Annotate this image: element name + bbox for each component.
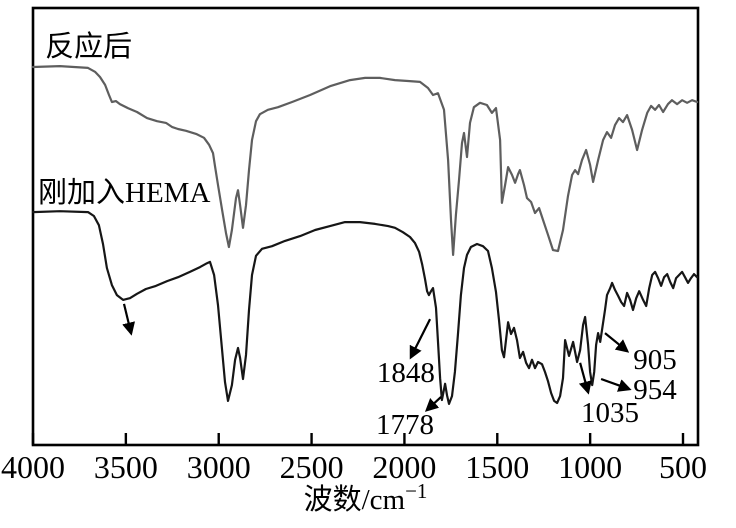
plot-root: 4000 3500 3000 2500 2000 1500 1000 500 波数/cm−1 反应… xyxy=(1,6,707,516)
x-axis-title: 波数/cm−1 xyxy=(304,479,428,516)
annotation-label-1778: 1778 xyxy=(376,409,434,441)
annotation-label-1035: 1035 xyxy=(581,397,639,429)
x-tick-label: 1000 xyxy=(558,449,622,485)
annotation-label-905: 905 xyxy=(633,344,677,376)
curve-hema-start xyxy=(31,210,699,405)
x-tick-label: 2500 xyxy=(280,449,344,485)
annotation-arrow-1848 xyxy=(409,318,432,360)
annotation-arrow-1778 xyxy=(424,396,442,412)
x-tick-label: 3500 xyxy=(94,449,158,485)
oh-band-arrow xyxy=(122,303,135,336)
annotation-label-1848: 1848 xyxy=(377,357,435,389)
x-tick-label: 2000 xyxy=(372,449,436,485)
x-tick-label: 4000 xyxy=(1,449,65,485)
label-hema-start: 刚加入HEMA xyxy=(38,177,210,209)
x-tick-label: 3000 xyxy=(187,449,251,485)
plot-frame xyxy=(31,6,700,447)
x-tick-label: 500 xyxy=(659,449,707,485)
annotation-label-954: 954 xyxy=(633,374,677,406)
curve-after-reaction xyxy=(31,64,699,256)
annotation-arrow-954 xyxy=(600,377,632,392)
label-after-reaction: 反应后 xyxy=(45,30,132,63)
annotation-arrow-905 xyxy=(604,332,630,353)
x-tick-label: 1500 xyxy=(465,449,529,485)
annotation-arrow-1035 xyxy=(578,362,592,395)
